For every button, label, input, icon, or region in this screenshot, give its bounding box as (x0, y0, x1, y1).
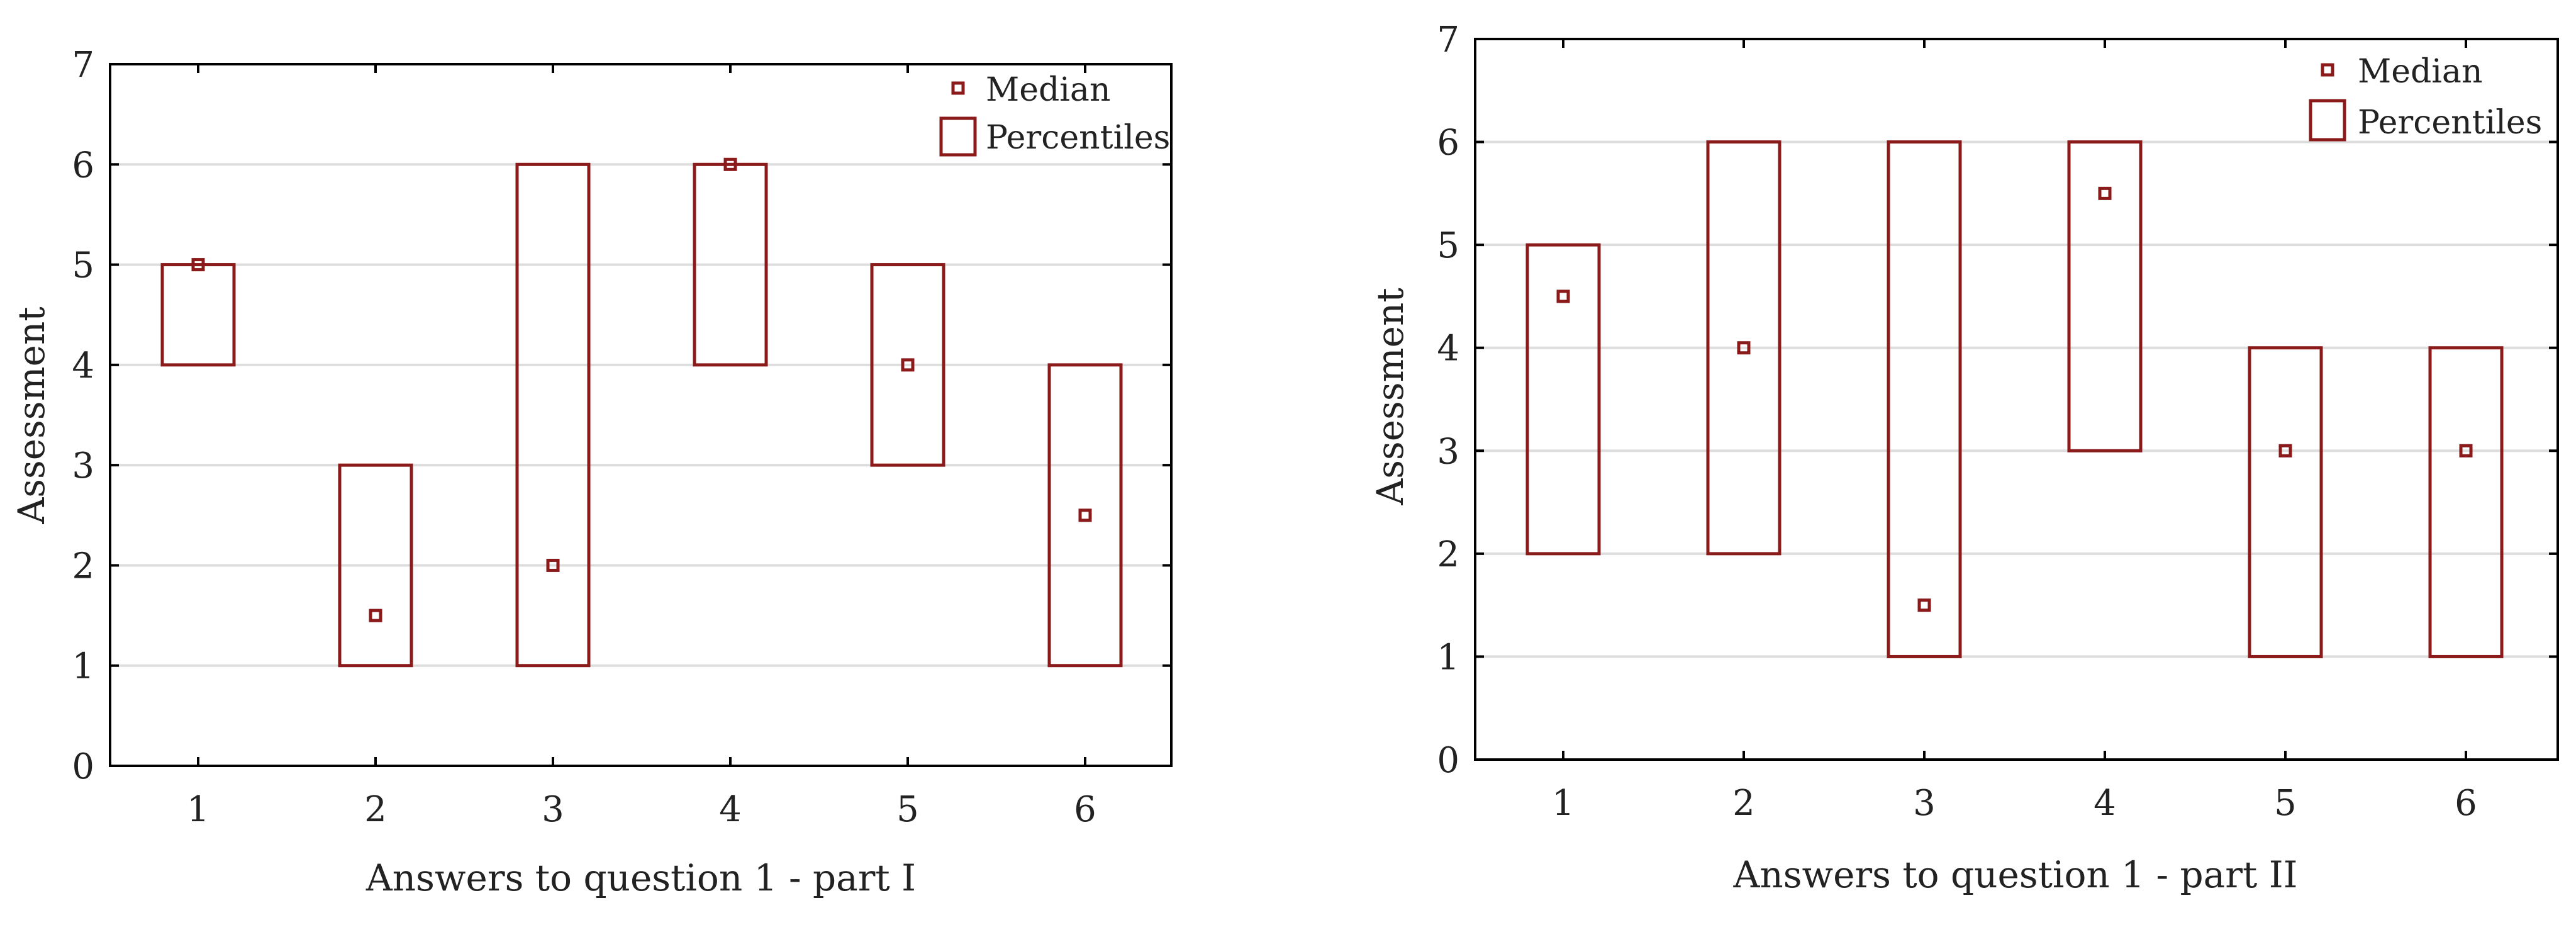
y-tick-label-6: 6 (72, 145, 94, 186)
percentile-box-4 (693, 162, 768, 367)
percentile-box-2 (1706, 140, 1781, 556)
percentile-boxes (1525, 140, 2504, 658)
legend: Median Percentiles (939, 71, 1170, 157)
legend-percentiles-marker (2309, 99, 2346, 142)
percentile-box-4 (2067, 140, 2143, 452)
y-axis-label: Assessment (1369, 288, 1412, 505)
y-tick-label-0: 0 (1437, 740, 1459, 781)
y-tick-label-4: 4 (72, 345, 94, 386)
median-marker-5 (901, 358, 915, 372)
x-tick-label-3: 3 (1913, 783, 1936, 824)
y-tick-label-4: 4 (1437, 328, 1459, 369)
y-tick-label-3: 3 (72, 446, 94, 486)
axes (1474, 38, 2559, 761)
median-marker-5 (2278, 444, 2292, 458)
y-tick-label-6: 6 (1437, 123, 1459, 164)
percentile-box-3 (1887, 140, 1962, 658)
percentile-box-1 (1525, 243, 1601, 556)
percentile-box-6 (2428, 346, 2504, 658)
x-tick-label-4: 4 (2094, 783, 2116, 824)
y-tick-label-1: 1 (1437, 637, 1459, 678)
plot-frame (1474, 38, 2559, 761)
y-tick-label-2: 2 (1437, 534, 1459, 575)
median-marker-3 (1917, 598, 1931, 612)
y-axis-label: Assessment (10, 306, 53, 524)
legend: Median Percentiles (2309, 53, 2542, 142)
median-marker-2 (369, 609, 382, 622)
grid-lines (110, 163, 1171, 667)
y-tick-label-3: 3 (1437, 431, 1459, 472)
legend-percentiles-label: Percentiles (986, 119, 1170, 157)
x-tick-label-5: 5 (896, 789, 919, 830)
y-tick-label-7: 7 (1437, 20, 1459, 60)
percentile-box-3 (515, 162, 591, 668)
x-tick-label-4: 4 (719, 789, 742, 830)
x-axis-label: Answers to question 1 - part I (365, 856, 916, 899)
x-tick-label-2: 2 (1732, 783, 1755, 824)
y-tick-label-7: 7 (72, 45, 94, 86)
x-tick-label-2: 2 (364, 789, 387, 830)
percentile-box-2 (338, 463, 413, 668)
chart-part-1: 0 1 2 3 4 5 6 7 1 2 3 4 5 6 Answers to question 1 - p… (10, 45, 1173, 899)
median-marker-1 (1556, 289, 1570, 303)
percentile-box-5 (2248, 346, 2323, 658)
percentile-boxes (160, 162, 1123, 668)
plot-frame (109, 63, 1173, 767)
x-tick-label-1: 1 (1552, 783, 1575, 824)
tick-labels: 0 1 2 3 4 5 6 7 1 2 3 4 5 6 (1437, 20, 2477, 824)
legend-median-marker (951, 81, 965, 95)
median-marker-1 (191, 258, 205, 272)
percentile-box-5 (870, 263, 945, 467)
y-tick-label-1: 1 (72, 646, 94, 687)
percentile-box-6 (1047, 363, 1123, 668)
x-tick-label-6: 6 (1074, 789, 1096, 830)
median-marker-2 (1737, 341, 1751, 355)
x-tick-label-5: 5 (2274, 783, 2297, 824)
chart-part-2: 0 1 2 3 4 5 6 7 1 2 3 4 5 6 Answers to question 1 - p… (1369, 20, 2559, 896)
y-tick-label-5: 5 (72, 245, 94, 286)
percentile-box-1 (160, 263, 236, 367)
legend-median-marker (2321, 63, 2334, 77)
x-tick-label-1: 1 (187, 789, 209, 830)
y-tick-label-2: 2 (72, 546, 94, 587)
median-markers (191, 157, 1092, 622)
grid-lines (1475, 140, 2558, 658)
median-marker-6 (2459, 444, 2473, 458)
tick-labels: 0 1 2 3 4 5 6 7 1 2 3 4 5 6 (72, 45, 1096, 830)
median-marker-6 (1078, 508, 1092, 522)
x-tick-label-6: 6 (2455, 783, 2477, 824)
median-marker-3 (546, 558, 560, 572)
legend-percentiles-marker (939, 116, 977, 157)
axes (109, 63, 1173, 767)
legend-median-label: Median (986, 71, 1110, 109)
median-marker-4 (2098, 186, 2112, 200)
y-tick-label-5: 5 (1437, 225, 1459, 266)
y-tick-label-0: 0 (72, 746, 94, 787)
median-markers (1556, 186, 2473, 612)
x-tick-label-3: 3 (542, 789, 564, 830)
x-axis-label: Answers to question 1 - part II (1732, 853, 2297, 896)
median-marker-4 (723, 157, 737, 171)
legend-median-label: Median (2358, 53, 2482, 91)
legend-percentiles-label: Percentiles (2358, 104, 2542, 142)
